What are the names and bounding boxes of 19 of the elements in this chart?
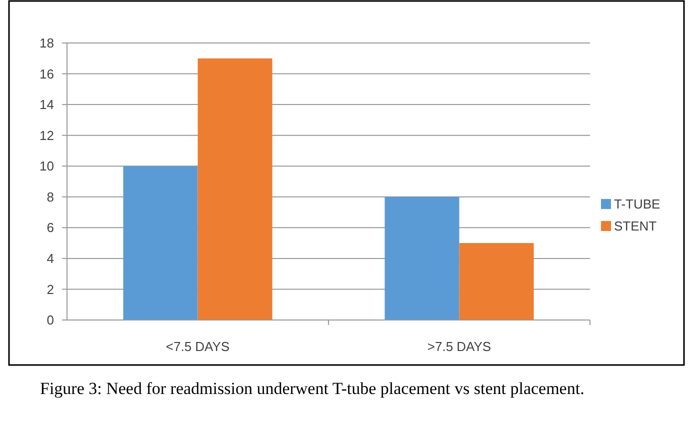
y-tick-label: 6 (46, 220, 54, 236)
bar (123, 166, 198, 320)
y-tick-label: 16 (40, 66, 54, 82)
y-tick-label: 8 (46, 189, 54, 204)
y-tick-label: 10 (40, 158, 54, 174)
bar (198, 58, 272, 320)
x-tick-label: >7.5 DAYS (427, 339, 492, 354)
y-tick-label: 14 (40, 97, 54, 112)
y-tick-label: 2 (46, 282, 54, 297)
y-tick-label: 0 (46, 312, 54, 328)
y-tick-label: 4 (46, 250, 54, 266)
caption: Figure 3: Need for readmission underwent T-tube placement vs stent placement. (39, 378, 586, 400)
legend-label: T-TUBE (614, 196, 661, 212)
y-tick-label: 18 (40, 36, 54, 51)
x-tick-label: <7.5 DAYS (166, 339, 230, 354)
bar (459, 243, 534, 320)
y-tick-label: 12 (40, 128, 54, 143)
legend-label: STENT (614, 218, 657, 234)
bar (384, 196, 460, 320)
